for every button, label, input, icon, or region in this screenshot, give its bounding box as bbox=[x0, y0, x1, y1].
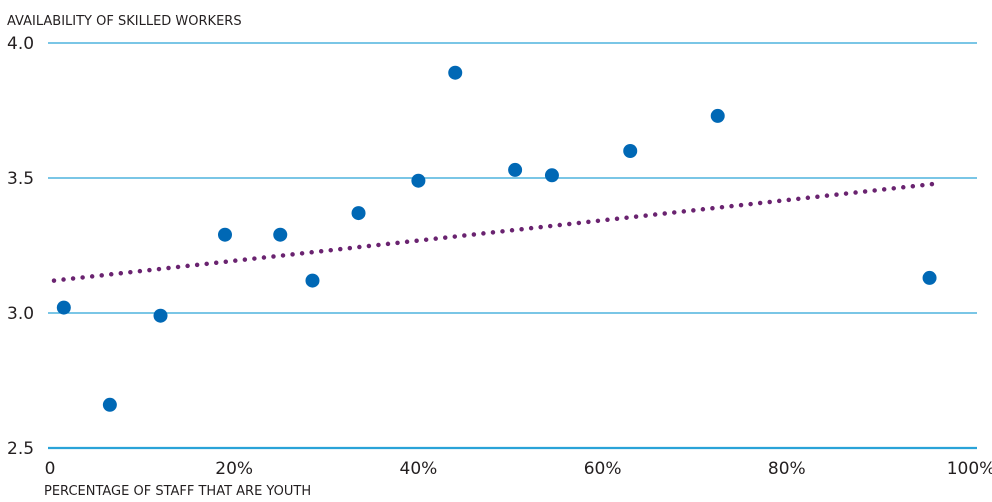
x-tick-label: 100% bbox=[947, 459, 992, 479]
data-point bbox=[922, 270, 937, 285]
data-point bbox=[56, 300, 71, 315]
data-point bbox=[102, 397, 117, 412]
data-point bbox=[273, 227, 288, 242]
data-point bbox=[623, 144, 638, 158]
x-tick-label: 80% bbox=[768, 459, 806, 479]
data-point bbox=[544, 168, 559, 183]
data-point bbox=[448, 65, 463, 80]
grid-lines bbox=[48, 42, 977, 450]
x-axis-label: PERCENTAGE OF STAFF THAT ARE YOUTH bbox=[44, 484, 311, 498]
trendline bbox=[51, 181, 942, 283]
data-points bbox=[56, 65, 937, 412]
data-point bbox=[411, 173, 426, 188]
data-point bbox=[508, 162, 523, 177]
y-tick-label: 2.5 bbox=[7, 439, 34, 459]
data-point bbox=[305, 273, 320, 288]
data-point bbox=[153, 308, 168, 323]
x-tick-labels: 0 20% 40% 60% 80% 100% bbox=[45, 459, 992, 479]
y-axis-label: AVAILABILITY OF SKILLED WORKERS bbox=[7, 14, 242, 29]
data-point bbox=[217, 227, 232, 242]
x-tick-label: 40% bbox=[400, 459, 438, 479]
data-point bbox=[351, 206, 366, 221]
x-tick-label: 60% bbox=[584, 459, 622, 479]
x-tick-label: 0 bbox=[45, 459, 56, 479]
y-tick-label: 3.0 bbox=[7, 304, 34, 324]
x-tick-label: 20% bbox=[215, 459, 253, 479]
y-tick-label: 4.0 bbox=[7, 34, 34, 54]
y-tick-label: 3.5 bbox=[7, 169, 34, 189]
y-tick-labels: 2.5 3.0 3.5 4.0 bbox=[7, 34, 34, 459]
trendline-group bbox=[51, 181, 942, 283]
data-point bbox=[710, 108, 725, 123]
